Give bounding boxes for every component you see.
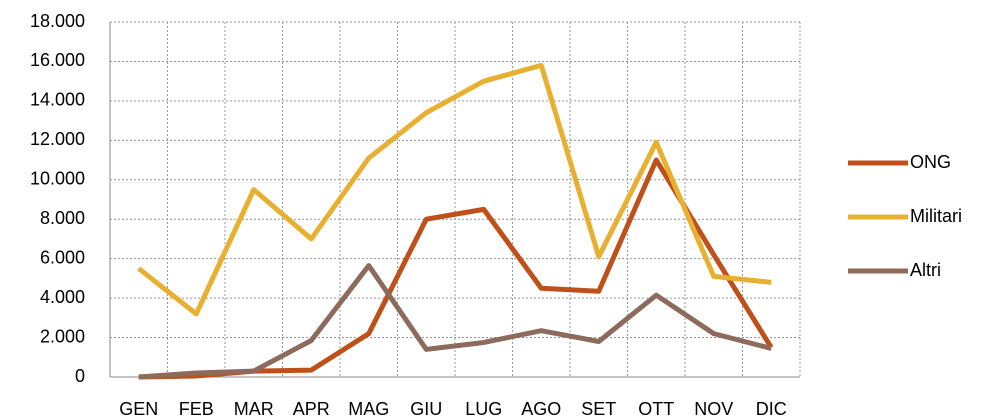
y-tick-label: 4.000 [40,287,85,307]
x-tick-label: LUG [465,399,502,419]
x-tick-label: AGO [521,399,561,419]
x-tick-label: NOV [694,399,733,419]
x-tick-label: GEN [119,399,158,419]
y-tick-label: 8.000 [40,208,85,228]
y-tick-label: 14.000 [30,90,85,110]
x-tick-label: FEB [179,399,214,419]
y-tick-label: 10.000 [30,169,85,189]
x-tick-label: MAR [234,399,274,419]
x-tick-label: OTT [638,399,674,419]
y-tick-label: 0 [75,366,85,386]
x-tick-label: DIC [756,399,787,419]
legend-label: Altri [910,260,941,280]
x-tick-label: MAG [348,399,389,419]
y-tick-label: 16.000 [30,50,85,70]
x-tick-label: APR [293,399,330,419]
y-tick-label: 2.000 [40,326,85,346]
x-tick-label: GIU [410,399,442,419]
y-tick-label: 6.000 [40,247,85,267]
legend-label: Militari [910,206,962,226]
x-tick-label: SET [581,399,616,419]
y-tick-label: 18.000 [30,11,85,31]
series-line [137,62,772,317]
series-line [138,263,772,380]
legend-label: ONG [910,152,951,172]
y-tick-label: 12.000 [30,129,85,149]
